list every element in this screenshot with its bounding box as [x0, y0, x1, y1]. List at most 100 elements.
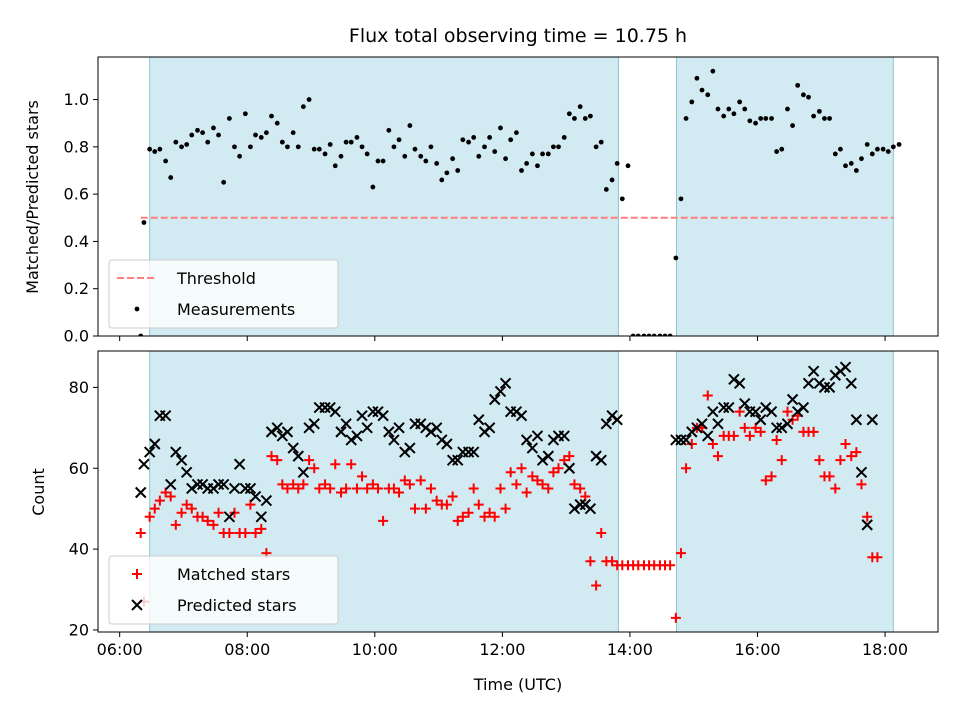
measurement-point	[332, 163, 338, 169]
matched-point	[154, 495, 165, 506]
measurement-point	[455, 168, 461, 173]
predicted-point	[260, 494, 273, 507]
measurement-point	[572, 116, 577, 121]
measurement-point	[662, 333, 668, 336]
matched-point	[760, 475, 771, 486]
predicted-point	[308, 418, 320, 430]
series-measurements	[138, 68, 902, 336]
predicted-point	[249, 490, 262, 503]
predicted-point	[818, 381, 831, 394]
predicted-point	[340, 418, 352, 430]
x-axis-label: Time (UTC)	[473, 675, 562, 694]
predicted-point	[494, 385, 507, 398]
matched-point	[500, 503, 511, 514]
matched-point	[409, 503, 420, 514]
matched-point	[240, 527, 251, 538]
predicted-point	[351, 430, 363, 442]
predicted-point	[335, 426, 347, 438]
predicted-point	[712, 418, 724, 430]
measurement-point	[402, 153, 408, 159]
measurement-point	[423, 158, 429, 164]
measurement-point	[667, 333, 673, 336]
predicted-point	[135, 486, 147, 499]
measurement-point	[216, 132, 221, 138]
legend-box	[108, 259, 339, 329]
measurement-point	[619, 196, 625, 202]
measurement-point	[657, 333, 663, 336]
measurement-point	[338, 153, 344, 159]
matched-point	[325, 483, 336, 494]
measurement-point	[593, 144, 599, 150]
measurement-point	[248, 144, 253, 150]
measurement-point	[348, 139, 354, 145]
matched-point	[670, 612, 681, 623]
measurement-point	[529, 151, 535, 157]
predicted-point	[791, 405, 804, 418]
predicted-point	[845, 377, 857, 390]
matched-point	[346, 459, 357, 470]
matched-point	[330, 459, 341, 470]
matched-point	[181, 499, 192, 510]
predicted-point	[781, 418, 794, 430]
measurement-point	[205, 139, 211, 145]
predicted-point	[531, 430, 544, 442]
predicted-point	[452, 454, 464, 466]
matched-point	[170, 519, 181, 530]
predicted-point	[739, 397, 751, 410]
measurement-point	[609, 177, 615, 183]
matched-point	[591, 580, 602, 591]
matched-point	[314, 483, 325, 494]
measurement-point	[237, 153, 242, 159]
measurement-point	[635, 333, 641, 336]
measurement-point	[731, 111, 737, 117]
x-tick-label: 08:00	[224, 640, 270, 659]
predicted-point	[329, 405, 341, 418]
measurement-point	[195, 127, 200, 133]
measurement-point	[290, 130, 296, 136]
measurement-point	[795, 82, 801, 88]
matched-point	[213, 507, 224, 518]
y-tick-label: 0.8	[64, 137, 89, 156]
predicted-point	[717, 401, 730, 414]
matched-point	[320, 479, 331, 490]
measurement-point	[138, 333, 144, 336]
measurement-point	[827, 116, 832, 121]
measurement-point	[678, 196, 684, 202]
measurement-point	[816, 108, 822, 114]
predicted-point	[728, 373, 740, 386]
measurement-point	[535, 163, 540, 169]
measurement-point	[848, 160, 854, 166]
predicted-point	[441, 438, 453, 450]
measurement-point	[354, 134, 360, 140]
predicted-point	[600, 418, 613, 430]
matched-point	[298, 479, 309, 490]
measurement-point	[226, 116, 232, 121]
matched-point	[776, 455, 787, 466]
predicted-point	[670, 434, 682, 446]
measurement-point	[885, 149, 891, 154]
matched-point	[277, 479, 288, 490]
predicted-point	[292, 450, 304, 462]
predicted-point	[462, 446, 475, 458]
measurement-point	[811, 113, 817, 119]
legend-label: Predicted stars	[177, 596, 297, 615]
measurement-point	[641, 333, 647, 336]
matched-point	[835, 455, 846, 466]
predicted-point	[855, 466, 868, 479]
matched-point	[362, 483, 373, 494]
predicted-point	[393, 422, 405, 434]
y-tick-label: 60	[69, 459, 89, 478]
matched-point	[202, 515, 213, 526]
predicted-point	[611, 414, 623, 426]
measurement-point	[242, 111, 248, 117]
measurement-point	[386, 127, 392, 133]
y-tick-label: 1.0	[64, 90, 89, 109]
measurement-point	[232, 144, 237, 150]
matched-point	[420, 503, 431, 514]
measurement-point	[577, 104, 583, 110]
measurement-point	[806, 94, 811, 100]
measurement-point	[859, 156, 864, 162]
matched-point	[585, 556, 596, 567]
predicted-point	[430, 422, 443, 434]
measurement-point	[141, 220, 147, 225]
